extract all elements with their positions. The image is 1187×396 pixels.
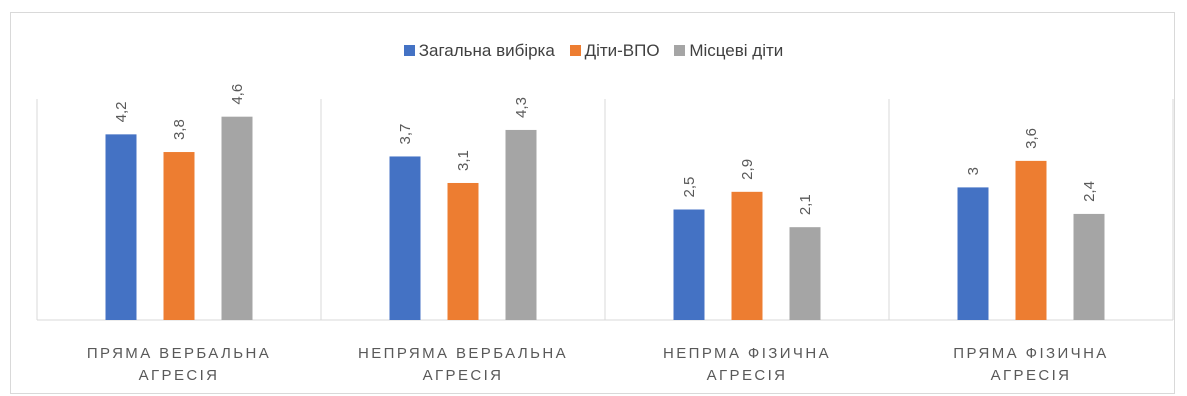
legend-swatch-idp-children: [569, 45, 581, 56]
data-label: 2,5: [681, 177, 698, 198]
data-label: 3,1: [455, 150, 472, 171]
bar-1-3: [673, 209, 705, 320]
bar-2-4: [1015, 160, 1047, 320]
data-label: 3,6: [1023, 128, 1040, 149]
category-label: АГРЕСІЯ: [423, 367, 504, 384]
legend-item-idp-children: Діти-ВПО: [569, 41, 660, 61]
bar-3-3: [789, 227, 821, 320]
legend-swatch-local-children: [674, 45, 686, 56]
category-label: АГРЕСІЯ: [991, 367, 1072, 384]
category-label: ПРЯМА ВЕРБАЛЬНА: [87, 345, 271, 362]
category-label: АГРЕСІЯ: [707, 367, 788, 384]
bar-1-1: [105, 134, 137, 320]
legend: Загальна вибірка Діти-ВПО Місцеві діти: [0, 41, 1187, 61]
data-label: 4,6: [229, 84, 246, 105]
data-label: 3: [965, 167, 982, 175]
bar-3-4: [1073, 213, 1105, 320]
data-label: 2,1: [797, 194, 814, 215]
data-label: 2,9: [739, 159, 756, 180]
category-label: АГРЕСІЯ: [139, 367, 220, 384]
legend-swatch-general-sample: [403, 45, 415, 56]
bar-1-2: [389, 156, 421, 320]
data-label: 4,3: [513, 97, 530, 118]
data-label: 3,8: [171, 119, 188, 140]
category-label: ПРЯМА ФІЗИЧНА: [953, 345, 1108, 362]
legend-item-general-sample: Загальна вибірка: [403, 41, 555, 61]
legend-item-local-children: Місцеві діти: [674, 41, 783, 61]
legend-label-local-children: Місцеві діти: [689, 41, 784, 60]
data-label: 2,4: [1081, 181, 1098, 202]
bar-3-2: [505, 129, 537, 320]
category-label: НЕПРЯМА ВЕРБАЛЬНА: [358, 345, 568, 362]
bar-2-1: [163, 152, 195, 320]
legend-label-general-sample: Загальна вибірка: [418, 41, 555, 60]
bar-1-4: [957, 187, 989, 320]
legend-label-idp-children: Діти-ВПО: [584, 41, 660, 60]
category-label: НЕПРМА ФІЗИЧНА: [663, 345, 831, 362]
data-label: 4,2: [113, 102, 130, 123]
bar-2-3: [731, 191, 763, 320]
bar-3-1: [221, 116, 253, 321]
data-label: 3,7: [397, 124, 414, 145]
bar-2-2: [447, 182, 479, 320]
